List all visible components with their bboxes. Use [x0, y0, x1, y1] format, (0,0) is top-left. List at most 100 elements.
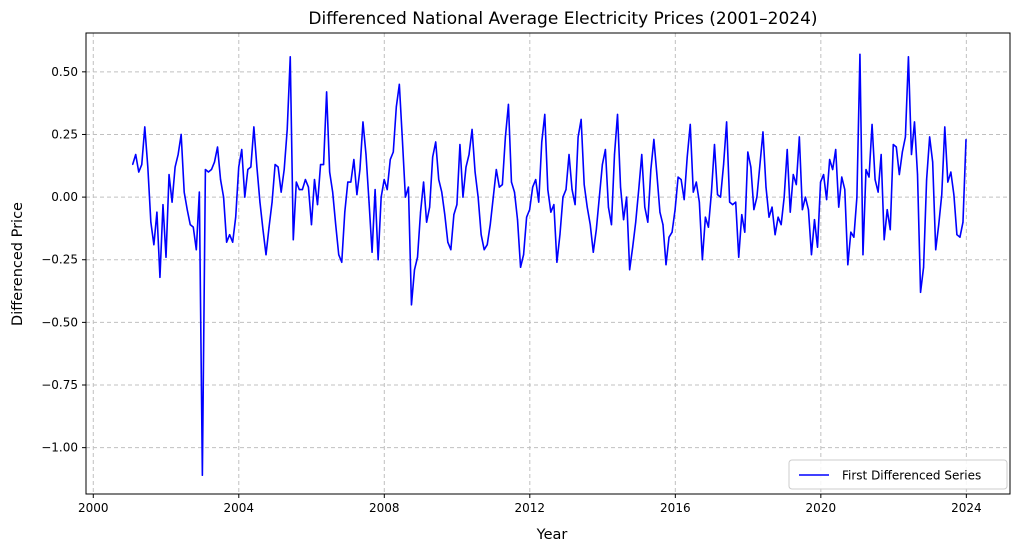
data-point [732, 204, 734, 206]
data-point [801, 209, 803, 211]
data-point [616, 113, 619, 116]
data-point [259, 201, 261, 203]
data-point [665, 264, 667, 266]
data-point [726, 121, 728, 123]
data-point [253, 126, 255, 128]
x-tick-label: 2024 [951, 501, 982, 515]
data-point [701, 259, 703, 261]
data-point [635, 221, 637, 223]
data-point [280, 191, 282, 193]
data-point [186, 209, 188, 211]
data-point [577, 136, 579, 138]
data-point [150, 221, 152, 223]
data-point [189, 224, 191, 226]
data-point [365, 153, 367, 156]
data-point [792, 173, 794, 176]
data-point [719, 196, 722, 198]
data-point [329, 171, 331, 173]
data-point [962, 221, 964, 223]
data-point [950, 171, 952, 173]
data-point [813, 219, 816, 221]
data-point [662, 224, 664, 226]
data-point [180, 133, 182, 136]
data-point [147, 166, 149, 168]
data-point [795, 183, 797, 186]
data-point [419, 211, 422, 213]
data-point [435, 141, 437, 143]
data-point [322, 163, 325, 166]
data-point [838, 206, 840, 208]
data-point [292, 239, 294, 241]
data-point [383, 178, 385, 181]
data-point [471, 128, 473, 131]
data-point [501, 183, 503, 186]
data-point [650, 168, 652, 171]
data-point [132, 163, 134, 166]
data-point [359, 168, 361, 171]
data-point [532, 186, 534, 188]
data-point [395, 106, 397, 108]
data-point [895, 146, 897, 148]
data-point [138, 171, 140, 173]
data-point [271, 201, 273, 203]
data-point [777, 216, 779, 218]
data-point [619, 186, 622, 188]
data-point [850, 231, 852, 233]
data-point [238, 166, 240, 168]
data-point [398, 83, 400, 85]
data-point [698, 201, 700, 203]
data-point [332, 191, 334, 193]
data-point [541, 141, 543, 143]
data-point [210, 168, 213, 171]
data-point [480, 234, 482, 236]
data-point [241, 148, 243, 151]
data-point [377, 259, 379, 261]
data-point [507, 103, 510, 105]
x-axis: 2000 2004 2008 2012 2016 2020 2024 [78, 494, 982, 515]
x-tick-label: 2004 [224, 501, 255, 515]
data-point [153, 244, 155, 246]
data-point [456, 204, 458, 206]
data-point [453, 214, 455, 216]
data-point [916, 173, 919, 176]
data-point [695, 181, 697, 183]
data-point [250, 166, 252, 168]
data-point [410, 304, 413, 306]
data-point [289, 56, 291, 58]
data-point [932, 161, 934, 163]
data-point [647, 221, 649, 223]
data-point [771, 206, 773, 208]
x-tick-label: 2000 [78, 501, 109, 515]
data-point [407, 186, 410, 188]
data-point [550, 211, 552, 213]
data-point [759, 163, 761, 166]
data-point [538, 201, 540, 203]
data-point [816, 246, 819, 248]
data-point [589, 224, 591, 226]
data-point [356, 194, 358, 196]
data-point [604, 148, 607, 151]
data-point [201, 474, 203, 476]
data-point [744, 231, 746, 233]
data-point [689, 123, 691, 126]
data-point [389, 158, 391, 161]
data-point [738, 256, 740, 258]
data-point [429, 206, 431, 208]
data-point [653, 138, 655, 141]
data-point [341, 261, 343, 263]
data-point [626, 196, 628, 198]
y-tick-label: −0.50 [41, 315, 78, 329]
data-point [901, 151, 903, 153]
data-point [307, 186, 310, 188]
data-point [353, 158, 355, 161]
data-point [798, 136, 800, 138]
data-point [404, 196, 406, 198]
data-point [892, 143, 894, 146]
data-point [298, 188, 300, 191]
data-point [338, 254, 340, 256]
data-point [319, 163, 322, 166]
y-tick-label: −1.00 [41, 441, 78, 455]
data-point [722, 163, 725, 166]
data-point [432, 156, 434, 158]
